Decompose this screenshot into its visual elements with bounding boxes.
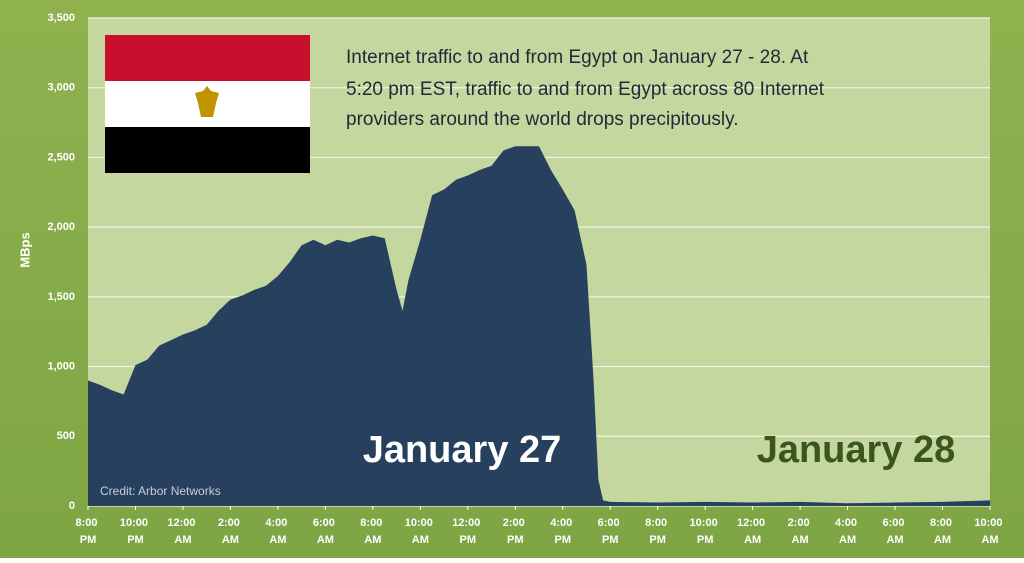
flag	[105, 35, 310, 173]
flag-eagle	[195, 86, 219, 117]
x-tick-label: 6:00 AM	[313, 517, 338, 546]
marks	[88, 146, 990, 506]
flag-black	[105, 127, 310, 173]
x-tick-label: 8:00 PM	[75, 517, 100, 546]
x-tick-label: 12:00 AM	[167, 517, 198, 546]
y-tick-label: 500	[57, 430, 75, 442]
x-tick-label: 8:00 AM	[930, 517, 955, 546]
y-tick-label: 3,000	[47, 82, 75, 94]
area	[88, 146, 990, 506]
x-tick-label: 8:00 AM	[360, 517, 385, 546]
annotation: January 28	[757, 429, 956, 471]
x-tick-label: 2:00 AM	[218, 517, 243, 546]
y-tick-label: 1,500	[47, 291, 75, 303]
title-line: Internet traffic to and from Egypt on Ja…	[346, 47, 809, 68]
flag-red	[105, 35, 310, 81]
y-tick-label: 3,500	[47, 12, 75, 24]
annotation: January 27	[363, 429, 562, 471]
x-tick-label: 2:00 AM	[788, 517, 813, 546]
x-tick-label: 10:00 PM	[120, 517, 151, 546]
y-tick-label: 2,000	[47, 221, 75, 233]
title-line: providers around the world drops precipi…	[346, 109, 739, 130]
y-axis-label: MBps	[17, 232, 32, 267]
x-tick-label: 6:00 PM	[598, 517, 623, 546]
x-tick-label: 8:00 PM	[645, 517, 670, 546]
y-tick-label: 0	[69, 500, 75, 512]
x-tick-label: 10:00 AM	[405, 517, 436, 546]
y-tick-label: 2,500	[47, 151, 75, 163]
x-tick-label: 10:00 AM	[974, 517, 1005, 546]
x-tick-label: 4:00 PM	[550, 517, 575, 546]
x-tick-label: 10:00 PM	[690, 517, 721, 546]
x-tick-label: 12:00 AM	[737, 517, 768, 546]
x-tick-label: 6:00 AM	[883, 517, 908, 546]
title-line: 5:20 pm EST, traffic to and from Egypt a…	[346, 79, 825, 100]
x-tick-label: 2:00 PM	[503, 517, 528, 546]
x-tick-label: 4:00 AM	[265, 517, 290, 546]
y-tick-label: 1,000	[47, 360, 75, 372]
x-tick-label: 4:00 AM	[835, 517, 860, 546]
x-tick-label: 12:00 PM	[452, 517, 483, 546]
credit: Credit: Arbor Networks	[100, 484, 221, 498]
